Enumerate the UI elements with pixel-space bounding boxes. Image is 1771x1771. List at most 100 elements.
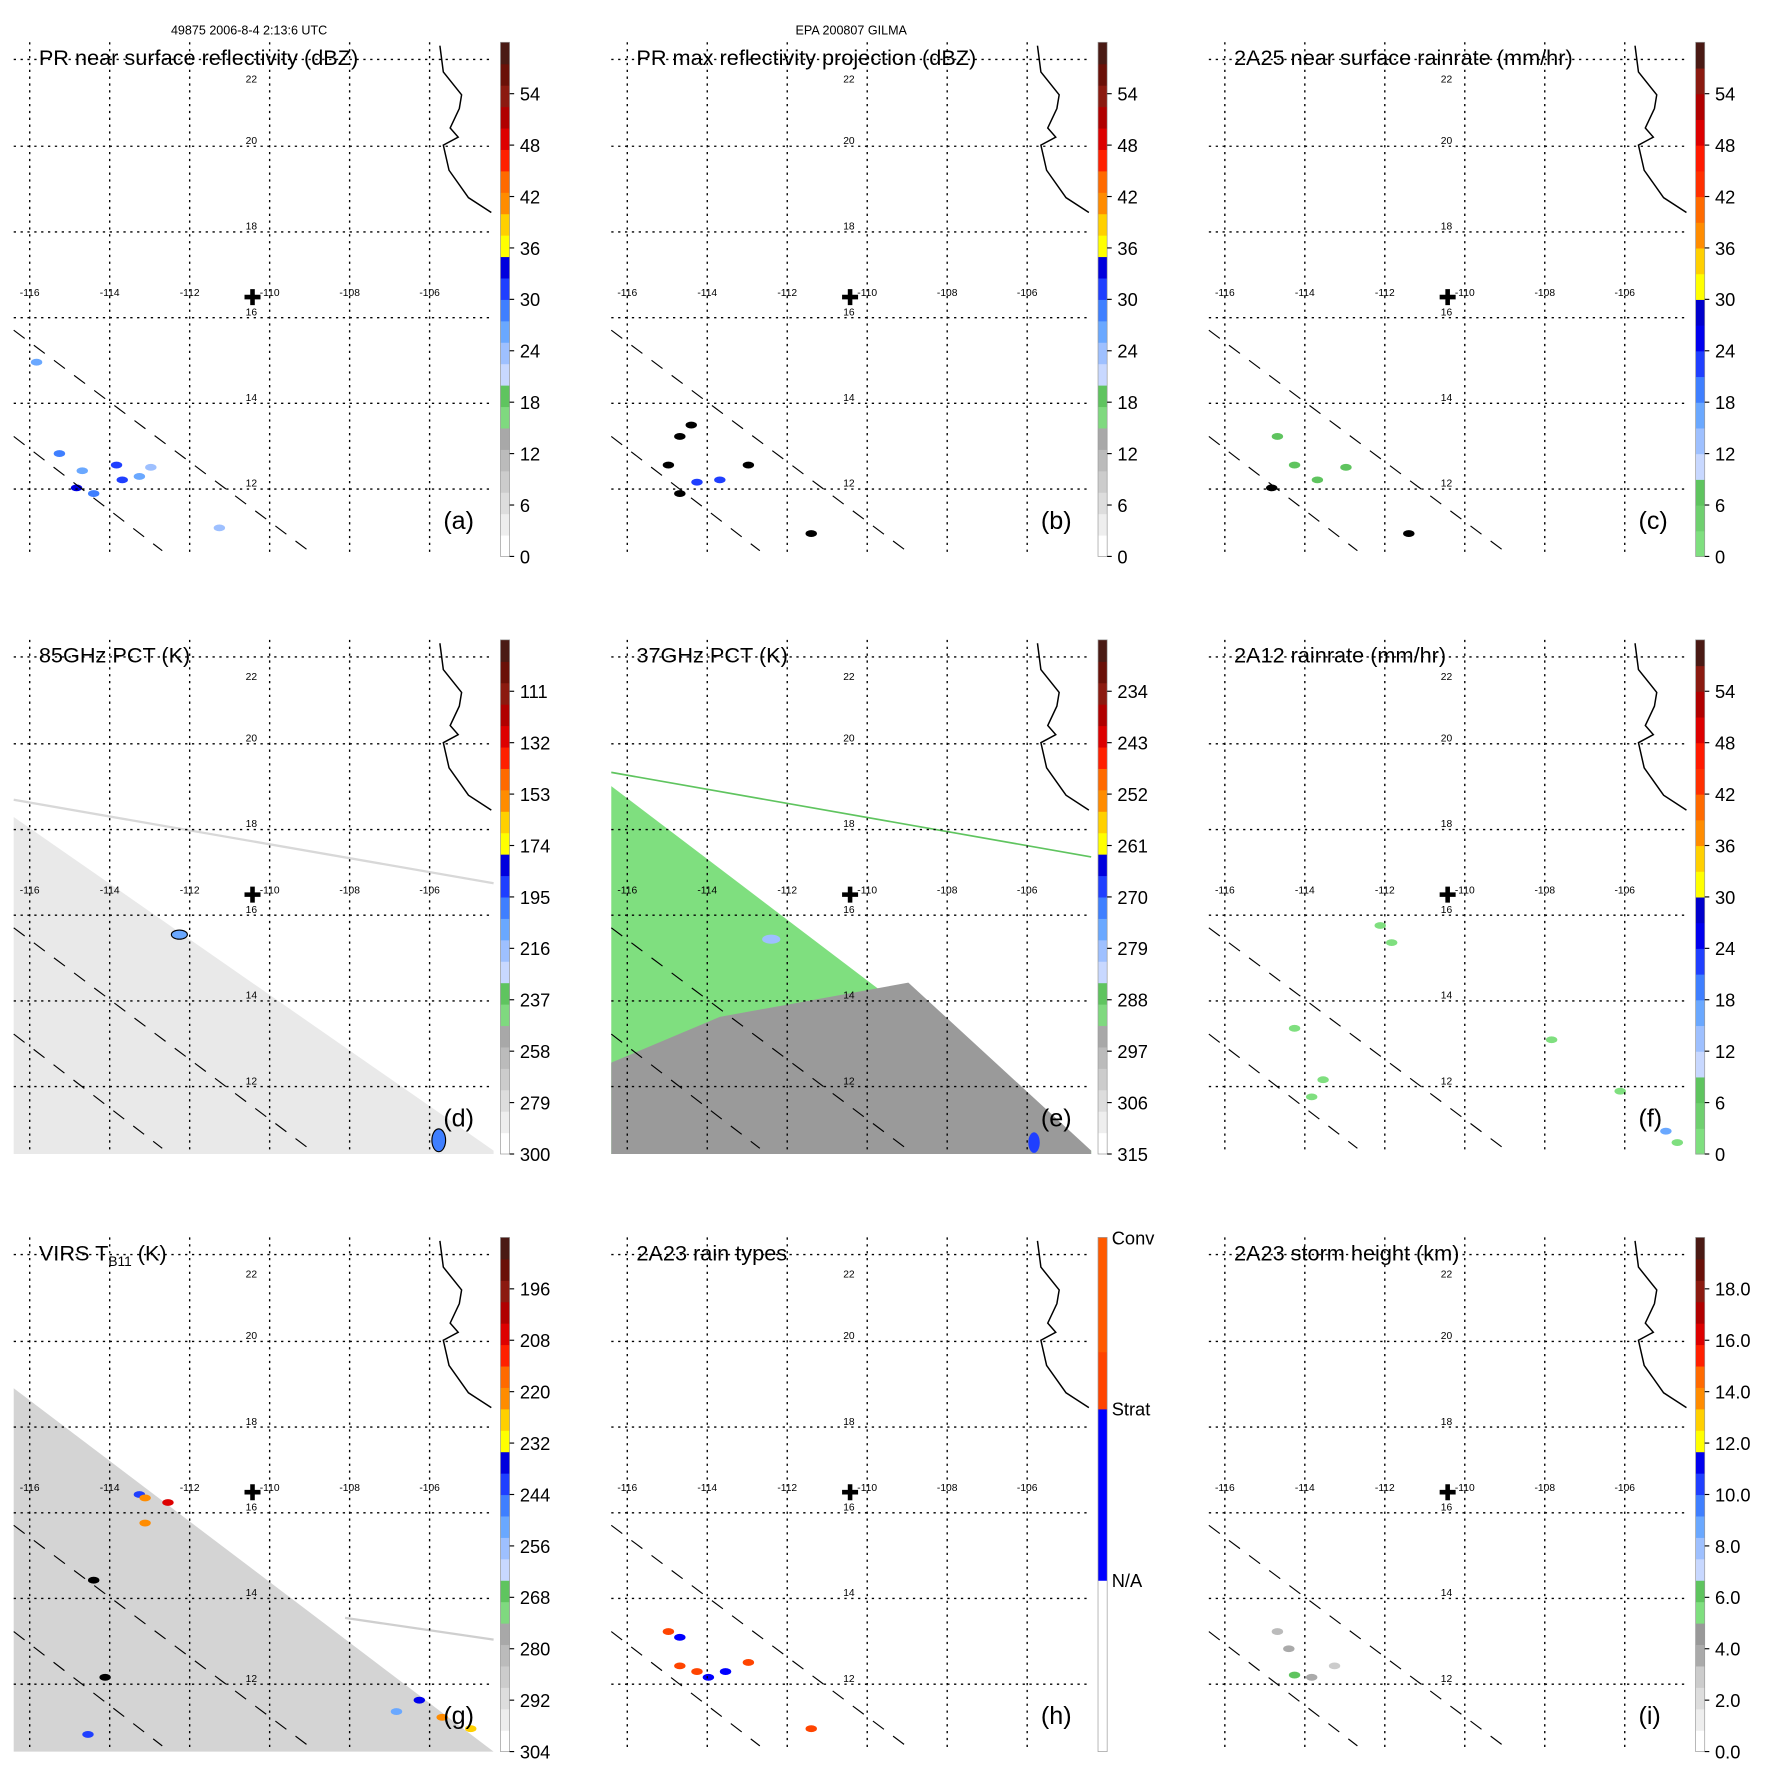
storm-center-marker-icon <box>842 886 859 903</box>
colorbar-segment <box>500 1623 510 1646</box>
longitude-label: -114 <box>1295 885 1315 896</box>
colorbar-segment <box>500 1387 510 1410</box>
colorbar-segment <box>1695 1051 1705 1078</box>
latitude-label: 14 <box>843 1588 855 1599</box>
colorbar-segment <box>500 1344 510 1367</box>
longitude-label: -112 <box>1375 885 1395 896</box>
precip-cell <box>116 476 128 484</box>
storm-center-marker-icon <box>1439 886 1456 903</box>
colorbar-segment <box>500 854 510 877</box>
latitude-label: 22 <box>1441 74 1453 85</box>
precip-cell <box>662 1628 675 1636</box>
colorbar-segment <box>500 235 510 258</box>
latitude-label: 20 <box>1441 734 1453 745</box>
latitude-label: 16 <box>246 905 258 916</box>
longitude-label: -116 <box>1215 288 1235 299</box>
precip-cell <box>691 478 703 486</box>
colorbar-segment <box>500 896 510 919</box>
latitude-label: 16 <box>1441 1502 1453 1513</box>
longitude-label: -112 <box>180 1483 200 1494</box>
cold-pixel-cluster <box>1028 1132 1040 1153</box>
precip-cell <box>1305 1093 1318 1101</box>
panel-e: 22 20 18 16 14 12 -116 -114 -112 -110 -108 -106 37GH… <box>610 639 1148 1165</box>
colorbar-segment <box>1098 470 1108 493</box>
panel-title: PR max reflectivity projection (dBZ) <box>636 45 976 70</box>
colorbar-label: 0 <box>520 546 530 567</box>
colorbar-segment <box>1098 875 1108 898</box>
longitude-label: -114 <box>697 885 717 896</box>
colorbar-segment <box>500 832 510 855</box>
latitude-label: 14 <box>246 393 258 404</box>
longitude-label: -106 <box>419 885 440 896</box>
colorbar-segment <box>500 1708 510 1731</box>
colorbar-segment <box>1098 1465 1108 1524</box>
latitude-label: 16 <box>843 905 855 916</box>
storm-center-marker-icon <box>842 1484 859 1501</box>
colorbar-segment <box>1695 1237 1705 1260</box>
longitude-label: -112 <box>1375 1483 1395 1494</box>
colorbar-label: 0 <box>1117 546 1127 567</box>
colorbar-label: 36 <box>1715 835 1735 856</box>
latitude-label: 16 <box>843 307 855 318</box>
colorbar-label: 54 <box>1117 84 1137 105</box>
colorbar-segment <box>1098 982 1108 1005</box>
colorbar-segment <box>500 1365 510 1388</box>
precip-cell <box>162 1499 174 1506</box>
colorbar-segment <box>1695 119 1705 146</box>
colorbar-label: 243 <box>1117 733 1147 754</box>
rain-type-label: Strat <box>1112 1399 1151 1420</box>
panel-title-text: PR max reflectivity projection (dBZ) <box>636 45 976 70</box>
latitude-label: 18 <box>1441 1417 1453 1428</box>
colorbar-label: 6.0 <box>1715 1587 1740 1608</box>
precip-cell <box>213 524 226 532</box>
coastline <box>1634 643 1687 811</box>
longitude-label: -112 <box>180 885 200 896</box>
precip-cell <box>1271 1628 1284 1636</box>
longitude-label: -114 <box>697 1483 717 1494</box>
colorbar-segment <box>500 961 510 984</box>
colorbar-segment <box>1098 85 1108 108</box>
pr-swath-edge <box>1208 1631 1358 1747</box>
colorbar-segment <box>500 170 510 193</box>
colorbar-label: 24 <box>1117 341 1137 362</box>
colorbar-label: 18 <box>520 392 540 413</box>
colorbar-label: 270 <box>1117 887 1147 908</box>
coastline <box>1634 1240 1687 1409</box>
colorbar-label: 36 <box>1715 238 1735 259</box>
latitude-label: 22 <box>843 672 855 683</box>
panel-title-text: PR near surface reflectivity (dBZ) <box>39 45 358 70</box>
colorbar-segment <box>1695 1344 1705 1367</box>
latitude-label: 12 <box>843 479 855 490</box>
colorbar-segment <box>1098 363 1108 386</box>
panel-title: 2A25 near surface rainrate (mm/hr) <box>1234 45 1573 70</box>
colorbar-segment <box>1695 1687 1705 1710</box>
panel-h: 22 20 18 16 14 12 -116 -114 -112 -110 -108 -106 2A23… <box>610 1227 1155 1753</box>
precip-cell <box>1545 1036 1558 1044</box>
colorbar-segment <box>500 277 510 300</box>
longitude-label: -114 <box>1295 288 1315 299</box>
latitude-label: 12 <box>1441 479 1453 490</box>
colorbar-label: 232 <box>520 1433 550 1454</box>
colorbar-segment <box>1695 871 1705 898</box>
precip-cell <box>691 1668 703 1676</box>
colorbar-segment <box>1098 1068 1108 1091</box>
longitude-label: -108 <box>937 288 958 299</box>
colorbar-segment <box>1098 1237 1108 1296</box>
colorbar-segment <box>500 768 510 791</box>
colorbar-segment <box>1098 939 1108 962</box>
panel-g: 22 20 18 16 14 12 -116 -114 -112 -110 -108 -106 VIRS… <box>13 1237 550 1762</box>
swath-edge-line <box>13 798 494 885</box>
colorbar-label: 48 <box>520 135 540 156</box>
pr-swath-edge <box>610 1033 761 1149</box>
colorbar-segment <box>1695 1494 1705 1517</box>
precip-cell <box>1288 461 1301 469</box>
panel-title: VIRS TB11 (K) <box>39 1240 167 1269</box>
colorbar-segment <box>500 982 510 1005</box>
latitude-label: 14 <box>843 991 855 1002</box>
colorbar-label: 256 <box>520 1536 550 1557</box>
colorbar-segment <box>1695 1408 1705 1431</box>
latitude-label: 14 <box>246 991 258 1002</box>
pr-swath-edge <box>13 1631 163 1747</box>
latitude-label: 12 <box>1441 1674 1453 1685</box>
precip-cell <box>742 461 755 469</box>
